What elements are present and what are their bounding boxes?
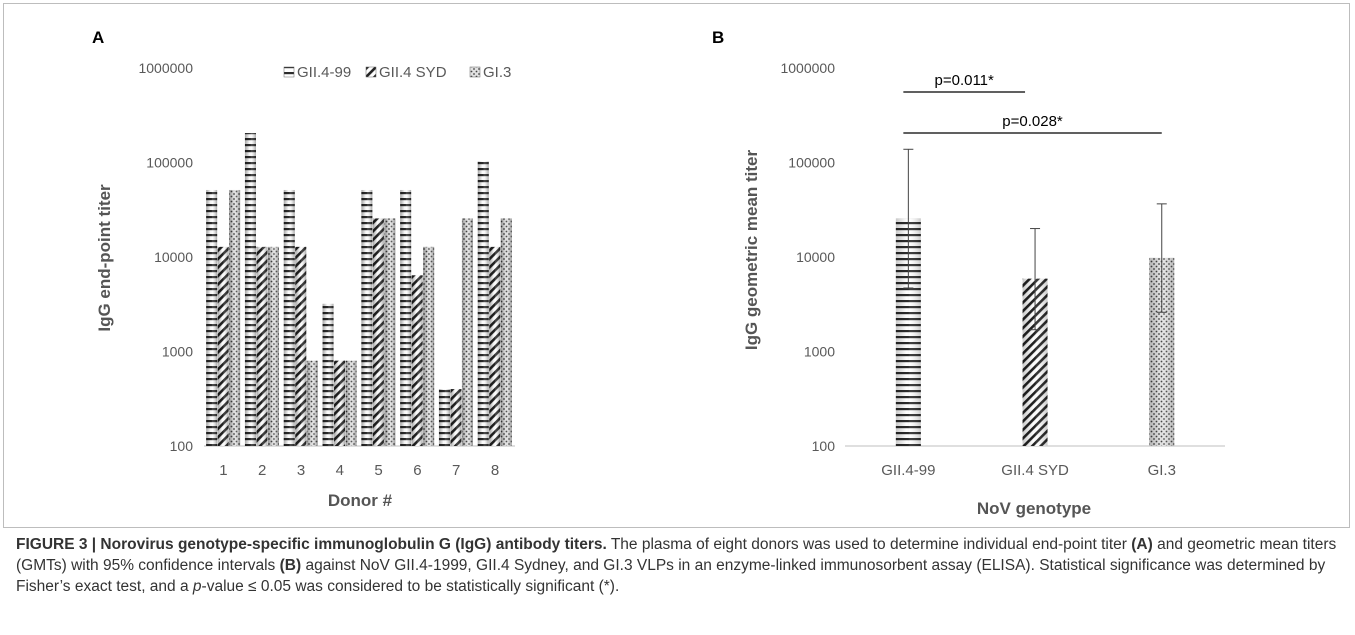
panel-b-x-tick-label: GII.4-99 xyxy=(881,462,935,479)
panel-a-bar-shade xyxy=(334,360,346,446)
panel-a-legend: GII.4-99 GII.4 SYD GI.3 xyxy=(283,64,511,81)
panel-a-x-tick-label: 1 xyxy=(219,462,227,479)
panel-a-legend-swatch xyxy=(283,66,295,78)
panel-a-bar-shade xyxy=(295,246,307,446)
panel-b-y-tick-label: 100 xyxy=(812,438,836,454)
caption-p-italic: p xyxy=(192,578,202,595)
panel-a-bar-shade xyxy=(267,246,279,446)
panel-a-x-tick-label: 3 xyxy=(297,462,305,479)
panel-a-bar-shade xyxy=(322,303,334,446)
panel-a-x-tick-label: 5 xyxy=(374,462,382,479)
caption-text-4: -value ≤ 0.05 was considered to be stati… xyxy=(201,578,620,595)
panel-a-bar-shade xyxy=(400,189,412,446)
panel-b-label: B xyxy=(712,28,724,47)
panel-a-x-axis-title: Donor # xyxy=(328,491,393,510)
panel-a-x-tick-label: 7 xyxy=(452,462,460,479)
panel-a-bar-shade xyxy=(229,189,241,446)
panel-a-bar-shade xyxy=(306,360,318,446)
panel-a-bar-shade xyxy=(283,189,295,446)
panel-a-bar-shade xyxy=(423,246,435,446)
panel-a-legend-swatch xyxy=(365,66,377,78)
caption-ref-b: (B) xyxy=(279,557,302,574)
panel-b-significance-label: p=0.028* xyxy=(1002,113,1063,130)
panel-b-x-tick-label: GI.3 xyxy=(1148,462,1176,479)
panel-b-y-tick-label: 10000 xyxy=(796,249,835,265)
panel-a-legend-swatch xyxy=(469,66,481,78)
panel-b-y-axis-title: IgG geometric mean titer xyxy=(742,149,761,350)
panel-a-y-tick-label: 1000000 xyxy=(138,60,193,76)
panel-a-bar-shade xyxy=(372,218,384,446)
panel-b-significance-label: p=0.011* xyxy=(935,72,995,89)
panel-a-legend-entry: GII.4 SYD xyxy=(379,64,447,81)
panel-a-y-tick-label: 100000 xyxy=(146,155,193,171)
panel-a-x-tick-label: 8 xyxy=(491,462,499,479)
panel-a-y-tick-label: 1000 xyxy=(162,344,193,360)
panel-a-bar-shade xyxy=(500,218,512,446)
panel-a-bar-shade xyxy=(384,218,396,446)
panel-b-x-tick-label: GII.4 SYD xyxy=(1001,462,1069,479)
panel-b-y-tick-label: 1000000 xyxy=(780,60,835,76)
panel-a-x-tick-label: 2 xyxy=(258,462,266,479)
panel-a-bar-shade xyxy=(345,360,357,446)
panel-a-bar-shade xyxy=(438,389,450,446)
caption-text-2: and geometric mean titers (GMTs) with 95… xyxy=(16,536,1337,574)
figure-caption: FIGURE 3 | Norovirus genotype-specific i… xyxy=(16,534,1341,597)
panel-a-bar-shade xyxy=(477,161,489,446)
panel-a-bar-shade xyxy=(489,246,501,446)
panel-b-y-tick-label: 100000 xyxy=(788,155,835,171)
panel-b-x-axis-title: NoV genotype xyxy=(977,499,1091,518)
panel-a-y-tick-label: 100 xyxy=(170,438,194,454)
caption-figure-label: FIGURE 3 | Norovirus genotype-specific i… xyxy=(16,536,607,553)
panel-a-x-tick-label: 6 xyxy=(413,462,421,479)
panel-a-bar-shade xyxy=(361,189,373,446)
caption-ref-a: (A) xyxy=(1131,536,1153,553)
panel-a-x-tick-label: 4 xyxy=(336,462,344,479)
panel-a-bar-shade xyxy=(206,189,218,446)
caption-text-3: against NoV GII.4-1999, GII.4 Sydney, an… xyxy=(16,557,1326,595)
panel-a-y-axis-title: IgG end-point titer xyxy=(95,184,114,332)
panel-a-label: A xyxy=(92,28,104,47)
panel-a-bar-shade xyxy=(217,246,229,446)
panel-a-chart: 100 1000 10000 100000 1000000 1 2 3 4 5 6 7 8 IgG e… xyxy=(95,60,515,510)
panel-b-chart: 100 1000 10000 100000 1000000 GII.4-99 GII.4 … xyxy=(742,60,1225,518)
panel-a-bar-shade xyxy=(411,275,423,446)
panel-a-y-tick-label: 10000 xyxy=(154,249,193,265)
caption-text-1: The plasma of eight donors was used to d… xyxy=(606,536,1132,553)
panel-b-y-tick-label: 1000 xyxy=(804,344,835,360)
panel-a-legend-entry: GI.3 xyxy=(483,64,511,81)
figure-charts: A B 100 1000 10000 100000 1000000 1 2 3 4 5 6 7 8 I… xyxy=(92,28,1225,518)
panel-a-legend-entry: GII.4-99 xyxy=(297,64,351,81)
panel-a-bar-shade xyxy=(461,218,473,446)
figure-frame xyxy=(3,3,1350,528)
panel-a-bar-shade xyxy=(244,133,256,446)
panel-a-bar-shade xyxy=(256,246,268,446)
panel-a-bar-shade xyxy=(450,389,462,446)
